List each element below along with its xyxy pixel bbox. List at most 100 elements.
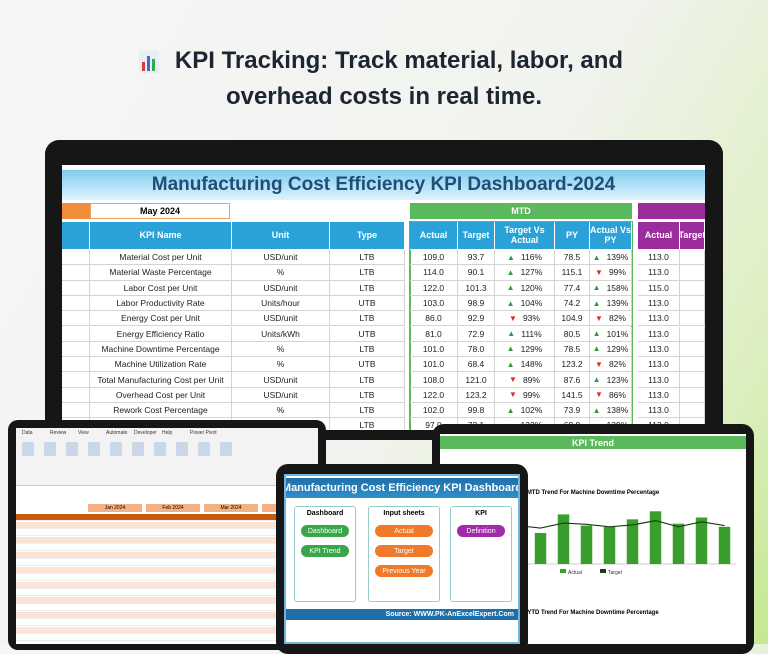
- table-cell: Rework Cost Percentage: [90, 403, 232, 419]
- legend-swatch: [560, 569, 566, 573]
- table-cell: USD/unit: [232, 250, 330, 266]
- column-header: Actual: [410, 222, 458, 250]
- cell-text: 103.0: [422, 298, 445, 309]
- cut-cell: [62, 403, 90, 419]
- cell-text: Total Manufacturing Cost per Unit: [97, 374, 224, 385]
- table-cell: Energy Cost per Unit: [90, 311, 232, 327]
- panel: KPI Definition: [450, 506, 512, 602]
- nav-button[interactable]: Previous Year: [375, 565, 433, 577]
- status-arrow: ▲: [506, 359, 515, 369]
- month-header: Feb 2024: [146, 504, 200, 512]
- ribbon-icon: [88, 442, 100, 456]
- bar: [718, 526, 731, 564]
- ribbon-icon: [132, 442, 144, 456]
- cell-text: Labor Productivity Rate: [116, 298, 205, 309]
- bar: [580, 525, 593, 564]
- table-cell: ▲ 102%: [495, 403, 555, 419]
- table-cell: UTB: [330, 326, 405, 342]
- cell-text: 113.0: [648, 374, 669, 385]
- cell-text: 104.9: [561, 313, 583, 324]
- cell-text: 89%: [522, 374, 540, 385]
- table-cell: 121.0: [458, 372, 495, 388]
- table-cell: Labor Productivity Rate: [90, 295, 232, 312]
- table-cell: Machine Utilization Rate: [90, 357, 232, 373]
- cut-cell: [62, 357, 90, 373]
- status-arrow: ▼: [509, 375, 517, 385]
- cell-text: 86.0: [425, 313, 442, 324]
- cell-text: 101.0: [422, 359, 445, 370]
- cell-text: 78.5: [563, 252, 581, 263]
- cut-cell: [62, 372, 90, 388]
- column-header: KPI Name: [90, 222, 232, 250]
- laptop-screen: Data Review View Automate Developer Help Power…: [16, 428, 318, 644]
- cell-text: LTB: [359, 313, 375, 324]
- cell-text: %: [276, 359, 285, 370]
- ribbon-icon: [198, 442, 210, 456]
- cell-text: USD/unit: [263, 252, 298, 263]
- table-cell: 122.0: [410, 387, 458, 403]
- cell-text: LTB: [359, 252, 375, 263]
- cell-text: 122.0: [422, 389, 445, 400]
- cut-cell: [62, 280, 90, 296]
- table-cell: ▲ 116%: [495, 250, 555, 266]
- cell-text: 97.0: [425, 420, 442, 430]
- cut-cell: [62, 326, 90, 342]
- bar: [672, 523, 685, 564]
- trend-title: KPI Trend: [440, 436, 746, 449]
- table-cell: Energy Efficiency Ratio: [90, 326, 232, 342]
- table-cell: 141.5: [555, 387, 590, 403]
- table-cell: Total Manufacturing Cost per Unit: [90, 372, 232, 388]
- status-arrow: ▼: [595, 390, 603, 400]
- column-header: PY: [555, 222, 590, 250]
- table-cell: ▼ 99%: [495, 387, 555, 403]
- nav-button[interactable]: Actual: [375, 525, 433, 537]
- table-cell: 101.0: [410, 341, 458, 358]
- table-cell: 99.8: [458, 403, 495, 419]
- table-cell: ▲ 138%: [590, 403, 632, 419]
- nav-button[interactable]: Definition: [457, 525, 505, 537]
- table-cell: 113.0: [638, 250, 680, 266]
- table-cell: UTB: [330, 357, 405, 373]
- nav-button[interactable]: KPI Trend: [301, 545, 349, 557]
- ribbon-icon: [44, 442, 56, 456]
- table-cell: 104.9: [555, 311, 590, 327]
- table-cell: 123.2: [458, 387, 495, 403]
- sheet-row: [16, 574, 318, 581]
- sheet-row: [16, 529, 318, 536]
- cell-text: 74.2: [563, 298, 581, 309]
- nav-button[interactable]: Target: [375, 545, 433, 557]
- status-arrow: ▲: [506, 252, 515, 262]
- status-arrow: ▲: [592, 344, 601, 354]
- cell-text: Energy Efficiency Ratio: [116, 328, 205, 339]
- table-cell: 115.0: [638, 280, 680, 296]
- ribbon-icon: [22, 442, 34, 456]
- cell-text: 141.5: [561, 389, 583, 400]
- cell-text: 113.0: [648, 389, 669, 400]
- table-cell: 101.0: [410, 357, 458, 373]
- table-cell: %: [232, 357, 330, 373]
- nav-button[interactable]: Dashboard: [301, 525, 349, 537]
- cut-cell: [62, 341, 90, 358]
- status-arrow: ▲: [506, 298, 515, 308]
- sheet-row: [16, 566, 318, 574]
- table-cell: LTB: [330, 265, 405, 281]
- column-header: Actual: [638, 222, 680, 250]
- cell-text: UTB: [358, 359, 376, 370]
- table-cell: 80.5: [555, 326, 590, 342]
- cell-text: 68.4: [467, 359, 485, 370]
- cell-text: Material Waste Percentage: [109, 267, 212, 278]
- table-cell: 92.9: [458, 311, 495, 327]
- cut-cell: [62, 250, 90, 266]
- status-arrow: ▲: [592, 405, 601, 415]
- cell-text: USD/unit: [263, 389, 298, 400]
- cell-text: 72.9: [467, 328, 485, 339]
- ribbon-tab: Power Pivot: [190, 430, 217, 436]
- cell-text: 129%: [520, 343, 543, 354]
- cell-text: 93%: [522, 313, 540, 324]
- sheet-row: [16, 514, 318, 521]
- table-cell: 102.0: [410, 403, 458, 419]
- cell-text: Energy Cost per Unit: [121, 313, 200, 324]
- cell-text: 98.9: [467, 298, 485, 309]
- sheet-row: [16, 634, 318, 641]
